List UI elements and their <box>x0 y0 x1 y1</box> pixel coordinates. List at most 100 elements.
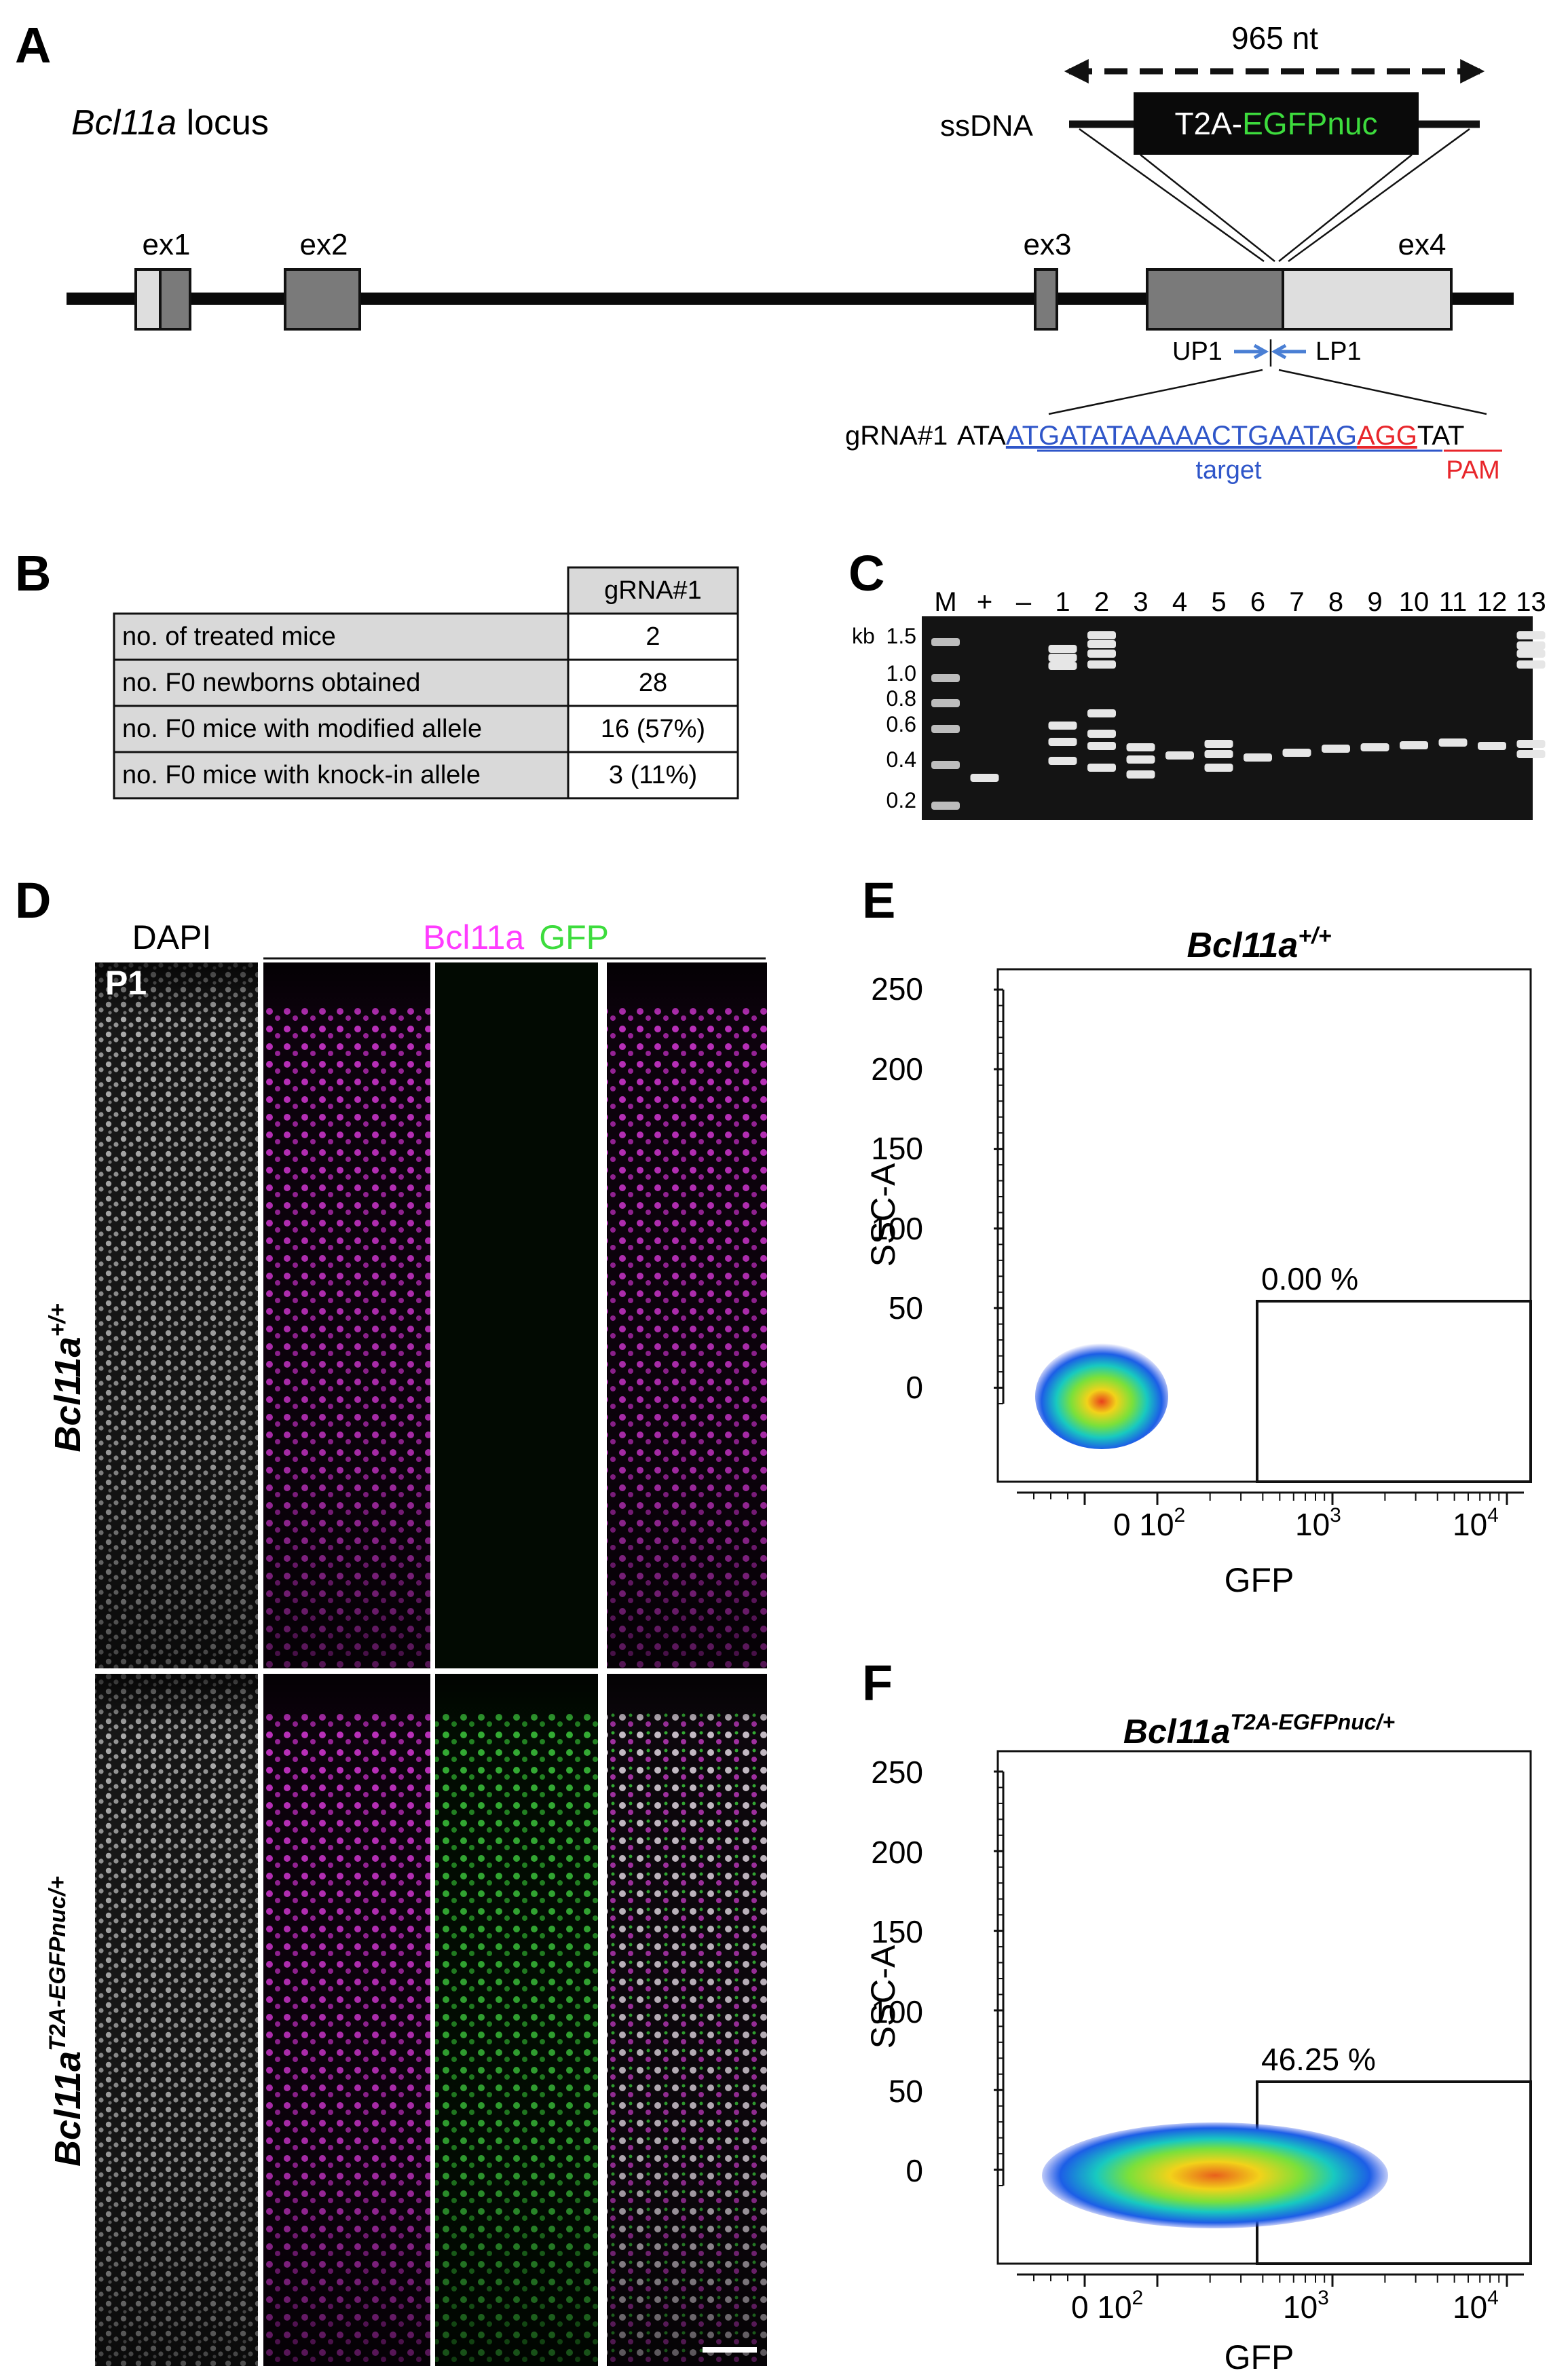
gel-band <box>1478 742 1506 750</box>
plot-e-xtick-exp: 3 <box>1330 1504 1341 1527</box>
gel-band <box>931 674 960 682</box>
plot-e-xtick-exp: 4 <box>1487 1504 1499 1527</box>
plot-f-ytick-label: 250 <box>871 1755 923 1790</box>
panel-c-letter: C <box>848 545 884 601</box>
gel-band <box>1048 645 1077 653</box>
plot-f-xtick-label: 103 <box>1283 2287 1329 2325</box>
plot-f-ytick-label: 50 <box>889 2074 923 2109</box>
gel-lane-label: 4 <box>1172 587 1187 617</box>
panel-b-letter: B <box>15 545 51 601</box>
gel-band <box>1516 750 1546 758</box>
plot-f-xtick-exp: 2 <box>1132 2287 1144 2309</box>
exon3-label: ex3 <box>1024 228 1072 261</box>
gel-band <box>1516 660 1546 669</box>
plot-f-xtick-base: 10 <box>1283 2289 1318 2325</box>
plot-e-population <box>1035 1343 1168 1449</box>
gel-band <box>931 761 960 769</box>
plot-f-xtick-exp: 4 <box>1487 2287 1499 2309</box>
grna-sequence: ATAATGATATAAAAACTGAATAGAGGTAT <box>957 421 1464 451</box>
primer-up1-label: UP1 <box>1172 337 1222 366</box>
exon1-label: ex1 <box>143 228 191 261</box>
gel-band <box>1087 709 1116 717</box>
gel-band <box>1126 743 1155 751</box>
plot-f-xtick-base: 0 10 <box>1071 2289 1132 2325</box>
plot-f-xtick-label: 104 <box>1453 2287 1499 2325</box>
plot-f-ytick-label: 0 <box>906 2153 923 2188</box>
row-label: no. F0 newborns obtained <box>122 669 420 697</box>
plot-e-xtick-base: 10 <box>1453 1507 1487 1542</box>
locus-suffix: locus <box>176 103 269 143</box>
target-label: target <box>1195 456 1262 485</box>
seq-target: ATGATATAAAAACTGAATAG <box>1006 421 1357 451</box>
length-label: 965 nt <box>1231 20 1318 56</box>
gel-lane-label: 11 <box>1439 587 1468 617</box>
grna-guide-right <box>1278 369 1487 415</box>
plot-f-xtick-base: 10 <box>1453 2289 1487 2325</box>
table-row: no. F0 mice with modified allele 16 (57%… <box>113 705 739 753</box>
locus-gene: Bcl11a <box>71 103 176 143</box>
age-label: P1 <box>105 964 147 1002</box>
gel-band <box>1048 662 1077 670</box>
dapi-header: DAPI <box>132 918 212 956</box>
table-header: gRNA#1 <box>604 576 702 605</box>
row-value: 28 <box>639 669 667 697</box>
size-marker-label: 0.8 <box>886 686 916 711</box>
plot-e-axes <box>994 988 1524 1505</box>
gel-band <box>1516 740 1546 748</box>
gel-band <box>1087 764 1116 772</box>
insert-t2a: T2A- <box>1174 106 1242 141</box>
micrograph-row-wildtype <box>95 962 767 1668</box>
gel-lane-label: 9 <box>1367 587 1382 617</box>
size-marker-label: 0.6 <box>886 712 916 736</box>
plot-f-title: Bcl11aT2A-EGFPnuc/+ <box>1123 1710 1395 1751</box>
gel-bands <box>931 631 1546 810</box>
plot-e-ylabel: SSC-A <box>864 1163 902 1267</box>
image-gfp-wt <box>435 962 598 1668</box>
gel-lane-label: + <box>977 587 992 617</box>
gel-lane-label: 1 <box>1055 587 1070 617</box>
plot-f-title-genotype: T2A-EGFPnuc/+ <box>1230 1710 1395 1734</box>
row-label: no. F0 mice with modified allele <box>122 715 482 743</box>
gel-lane-label: 10 <box>1399 587 1430 617</box>
insert-egfp: EGFPnuc <box>1242 106 1377 141</box>
primer-up1-arrow <box>1234 343 1269 360</box>
primer-lp1-label: LP1 <box>1315 337 1362 366</box>
plot-e-ytick-label: 250 <box>871 971 923 1007</box>
gel-band <box>1400 741 1428 749</box>
panel-d: D DAPI Bcl11a GFP P1 Bcl11a+/+ <box>15 872 767 2366</box>
gel-band <box>1165 751 1194 760</box>
plot-e-title-gene: Bcl11a <box>1187 926 1299 965</box>
plot-f-xtick-exp: 3 <box>1318 2287 1329 2309</box>
panel-d-letter: D <box>15 872 51 929</box>
panel-e-letter: E <box>862 872 895 929</box>
plot-f-gate-percent: 46.25 % <box>1261 2042 1376 2077</box>
gel-band <box>931 802 960 810</box>
gel-band <box>1360 743 1389 751</box>
gel-band <box>1204 740 1233 748</box>
exon4-coding <box>1146 268 1284 331</box>
plot-e-ytick-label: 150 <box>871 1131 923 1166</box>
gel-band <box>931 699 960 707</box>
plot-e-title-genotype: +/+ <box>1298 923 1331 949</box>
gel-image <box>922 616 1533 820</box>
plot-e-xtick-exp: 2 <box>1174 1504 1186 1527</box>
gel-band <box>1322 745 1350 753</box>
gel-band <box>1087 660 1116 669</box>
table-row: no. of treated mice 2 <box>113 612 739 661</box>
gel-band <box>1244 753 1272 762</box>
gel-band <box>1048 722 1077 730</box>
gel-lane-label: 5 <box>1211 587 1226 617</box>
exon2-label: ex2 <box>300 228 348 261</box>
plot-e-xtick-base: 10 <box>1295 1507 1330 1542</box>
gel-band <box>1204 750 1233 758</box>
insert-box <box>1134 92 1419 155</box>
gel-band <box>970 774 999 782</box>
gel-lane-label: 13 <box>1516 587 1546 617</box>
gel-band <box>1516 631 1546 639</box>
locus-title: Bcl11a locus <box>71 103 269 143</box>
plot-f-title-gene: Bcl11a <box>1123 1712 1231 1751</box>
pam-label: PAM <box>1446 456 1500 485</box>
gel-unit-label: kb <box>852 624 875 648</box>
gel-band <box>1087 631 1116 639</box>
